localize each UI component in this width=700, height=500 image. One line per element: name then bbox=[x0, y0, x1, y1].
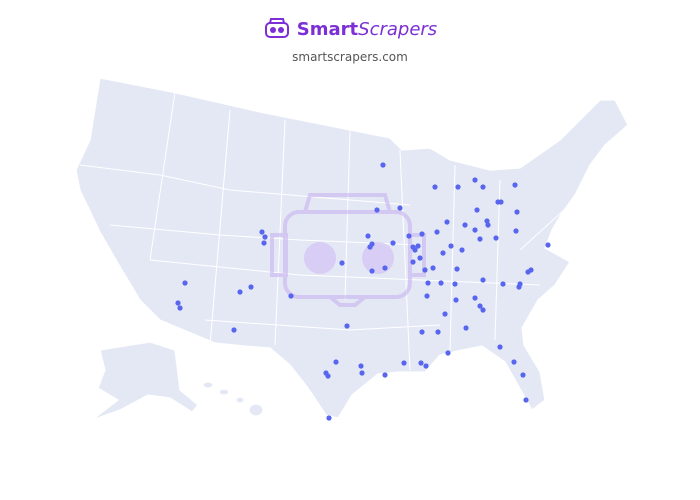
location-dot bbox=[339, 260, 345, 266]
location-dot bbox=[472, 227, 478, 233]
location-dot bbox=[182, 280, 188, 286]
location-dot bbox=[459, 247, 465, 253]
brand-italic: Scrapers bbox=[358, 19, 438, 40]
location-dot bbox=[430, 265, 436, 271]
site-url: smartscrapers.com bbox=[292, 50, 408, 64]
location-dot bbox=[434, 229, 440, 235]
location-dot bbox=[484, 218, 490, 224]
location-dot bbox=[369, 268, 375, 274]
location-dot bbox=[545, 242, 551, 248]
watermark bbox=[270, 193, 426, 307]
location-dot bbox=[333, 359, 339, 365]
hawaii bbox=[235, 396, 245, 404]
location-dot bbox=[382, 265, 388, 271]
location-dot bbox=[397, 205, 403, 211]
watermark-lens bbox=[304, 242, 336, 274]
location-dot bbox=[438, 280, 444, 286]
location-dot bbox=[262, 234, 268, 240]
location-dot bbox=[359, 370, 365, 376]
location-dot bbox=[423, 363, 429, 369]
location-dot bbox=[452, 281, 458, 287]
location-dot bbox=[365, 233, 371, 239]
location-dot bbox=[453, 297, 459, 303]
location-dot bbox=[472, 177, 478, 183]
location-dot bbox=[401, 360, 407, 366]
location-dot bbox=[237, 289, 243, 295]
location-dot bbox=[485, 222, 491, 228]
location-dot bbox=[231, 327, 237, 333]
location-dot bbox=[444, 219, 450, 225]
location-dot bbox=[288, 293, 294, 299]
location-dot bbox=[514, 209, 520, 215]
location-dot bbox=[480, 184, 486, 190]
location-dot bbox=[477, 236, 483, 242]
location-dot bbox=[410, 259, 416, 265]
location-dot bbox=[325, 373, 331, 379]
location-dot bbox=[523, 397, 529, 403]
location-dot bbox=[517, 281, 523, 287]
hawaii bbox=[218, 388, 230, 396]
location-dot bbox=[261, 240, 267, 246]
location-dot bbox=[480, 277, 486, 283]
location-dot bbox=[480, 307, 486, 313]
brand: SmartScrapers bbox=[0, 18, 700, 40]
location-dot bbox=[432, 184, 438, 190]
location-dot bbox=[424, 293, 430, 299]
location-dot bbox=[177, 305, 183, 311]
location-dot bbox=[448, 243, 454, 249]
location-dot bbox=[390, 240, 396, 246]
location-dot bbox=[477, 303, 483, 309]
location-dot bbox=[415, 243, 421, 249]
location-dot bbox=[500, 281, 506, 287]
location-dot bbox=[419, 231, 425, 237]
location-dot bbox=[435, 329, 441, 335]
location-dot bbox=[382, 372, 388, 378]
location-dot bbox=[513, 228, 519, 234]
location-dot bbox=[440, 250, 446, 256]
location-dot bbox=[511, 359, 517, 365]
location-dot bbox=[493, 235, 499, 241]
location-dot bbox=[520, 372, 526, 378]
location-dot bbox=[528, 267, 534, 273]
location-dot bbox=[445, 350, 451, 356]
hawaii bbox=[248, 403, 264, 417]
alaska bbox=[91, 341, 199, 421]
logo-icon bbox=[264, 18, 289, 38]
location-dot bbox=[442, 311, 448, 317]
location-dot bbox=[380, 162, 386, 168]
location-dot bbox=[425, 280, 431, 286]
location-dot bbox=[422, 267, 428, 273]
location-dot bbox=[512, 182, 518, 188]
location-dot bbox=[474, 207, 480, 213]
location-dot bbox=[374, 207, 380, 213]
location-dot bbox=[344, 323, 350, 329]
location-dot bbox=[463, 325, 469, 331]
location-dot bbox=[418, 360, 424, 366]
location-dot bbox=[326, 415, 332, 421]
location-dot bbox=[358, 363, 364, 369]
location-dot bbox=[455, 184, 461, 190]
watermark-lens bbox=[362, 242, 394, 274]
location-dot bbox=[497, 344, 503, 350]
contiguous-us bbox=[75, 77, 629, 419]
location-dot bbox=[406, 233, 412, 239]
brand-bold: Smart bbox=[296, 19, 359, 40]
hawaii bbox=[202, 381, 214, 389]
location-dot bbox=[259, 229, 265, 235]
state-lines bbox=[79, 91, 576, 371]
location-dot bbox=[419, 329, 425, 335]
location-dot bbox=[367, 244, 373, 250]
location-dot bbox=[498, 199, 504, 205]
location-dot bbox=[472, 295, 478, 301]
location-dot bbox=[454, 266, 460, 272]
location-dot bbox=[412, 247, 418, 253]
location-dot bbox=[417, 255, 423, 261]
location-dot bbox=[175, 300, 181, 306]
location-dot bbox=[248, 284, 254, 290]
location-dot bbox=[462, 222, 468, 228]
